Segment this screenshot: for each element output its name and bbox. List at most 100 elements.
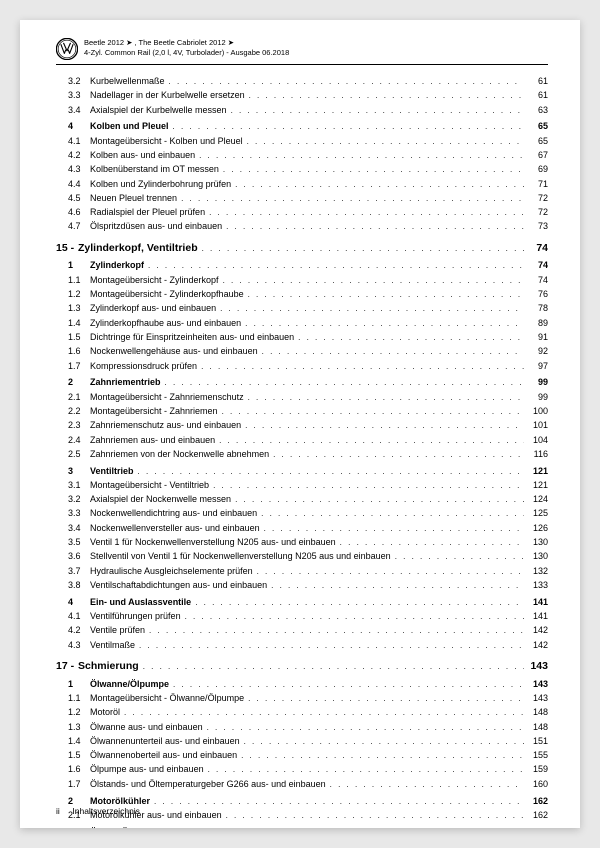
toc-page: 159: [524, 763, 548, 775]
toc-page: 155: [524, 749, 548, 761]
toc-row: 4.6Radialspiel der Pleuel prüfen72: [56, 206, 548, 219]
toc-page: 61: [524, 89, 548, 101]
footer-label: Inhaltsverzeichnis: [72, 806, 140, 816]
toc-title: Montageübersicht - Zylinderkopfhaube: [90, 288, 248, 300]
toc-title: Ventilschaftabdichtungen aus- und einbau…: [90, 579, 271, 591]
toc-number: 1.1: [56, 692, 90, 704]
toc-title: Ölspritzdüsen aus- und einbauen: [90, 220, 226, 232]
toc-row: 2Zahnriementrieb99: [56, 376, 548, 389]
toc-page: 74: [524, 259, 548, 271]
toc-title: Zylinderkopfhaube aus- und einbauen: [90, 317, 245, 329]
toc-number: 4.4: [56, 178, 90, 190]
toc-number: 3: [56, 826, 90, 828]
toc-row: 15 -Zylinderkopf, Ventiltrieb74: [56, 241, 548, 255]
toc-number: 1.4: [56, 735, 90, 747]
header-line-2: 4-Zyl. Common Rail (2,0 l, 4V, Turbolade…: [84, 48, 289, 58]
toc-page: 133: [524, 579, 548, 591]
header-line-1: Beetle 2012 ➤ , The Beetle Cabriolet 201…: [84, 38, 289, 48]
toc-title: Montageübersicht - Ölwanne/Ölpumpe: [90, 692, 248, 704]
toc-title: Kolben und Pleuel: [90, 120, 173, 132]
toc-page: 160: [524, 778, 548, 790]
toc-number: 4.2: [56, 624, 90, 636]
toc-number: 1.6: [56, 763, 90, 775]
toc-page: 130: [524, 536, 548, 548]
toc-title: Kurbelwellenmaße: [90, 75, 169, 87]
toc-title: Axialspiel der Kurbelwelle messen: [90, 104, 231, 116]
toc-row: 3.4Nockenwellenversteller aus- und einba…: [56, 522, 548, 535]
toc-title: Ölpumpe aus- und einbauen: [90, 763, 208, 775]
toc-leader: [248, 393, 524, 404]
toc-row: 1.4Zylinderkopfhaube aus- und einbauen89: [56, 317, 548, 330]
toc-row: 2.1Montageübersicht - Zahnriemenschutz99: [56, 391, 548, 404]
toc-title: Radialspiel der Pleuel prüfen: [90, 206, 209, 218]
vw-logo-icon: [56, 38, 78, 60]
toc-title: Hydraulische Ausgleichselemente prüfen: [90, 565, 257, 577]
toc-row: 1.5Ölwannenoberteil aus- und einbauen155: [56, 749, 548, 762]
toc-row: 1.1Montageübersicht - Zylinderkopf74: [56, 274, 548, 287]
toc-number: 1.7: [56, 778, 90, 790]
toc-number: 1.3: [56, 302, 90, 314]
toc-page: 74: [524, 274, 548, 286]
toc-page: 69: [524, 163, 548, 175]
toc-leader: [223, 276, 524, 287]
toc-page: 143: [524, 692, 548, 704]
toc-number: 1.1: [56, 274, 90, 286]
toc-page: 142: [524, 624, 548, 636]
toc-title: Montageübersicht - Zahnriemen: [90, 405, 222, 417]
toc-leader: [138, 467, 524, 478]
toc-number: 3: [56, 465, 90, 477]
toc-title: Kolbenüberstand im OT messen: [90, 163, 223, 175]
toc-leader: [257, 567, 524, 578]
toc-title: Dichtringe für Einspritzeinheiten aus- u…: [90, 331, 298, 343]
toc-number: 2.2: [56, 405, 90, 417]
toc-title: Kolben und Zylinderbohrung prüfen: [90, 178, 235, 190]
toc-title: Zylinderkopf: [90, 259, 148, 271]
toc-leader: [185, 612, 524, 623]
toc-leader: [213, 481, 524, 492]
toc-row: 1.4Ölwannenunterteil aus- und einbauen15…: [56, 735, 548, 748]
toc-leader: [173, 122, 524, 133]
toc-leader: [148, 261, 524, 272]
toc-row: 4Ein- und Auslassventile141: [56, 596, 548, 609]
toc-title: Nadellager in der Kurbelwelle ersetzen: [90, 89, 249, 101]
toc-row: 1.3Zylinderkopf aus- und einbauen78: [56, 302, 548, 315]
toc-row: 3.2Kurbelwellenmaße61: [56, 75, 548, 88]
toc-title: Nockenwellenversteller aus- und einbauen: [90, 522, 264, 534]
toc-row: 3.1Montageübersicht - Ventiltrieb121: [56, 479, 548, 492]
toc-row: 4Kolben und Pleuel65: [56, 120, 548, 133]
toc-row: 3.4Axialspiel der Kurbelwelle messen63: [56, 104, 548, 117]
toc-page: 132: [524, 565, 548, 577]
page-header: Beetle 2012 ➤ , The Beetle Cabriolet 201…: [56, 38, 548, 65]
toc-row: 3.7Hydraulische Ausgleichselemente prüfe…: [56, 565, 548, 578]
toc-number: 3.3: [56, 507, 90, 519]
toc-leader: [248, 694, 524, 705]
toc-leader: [226, 222, 524, 233]
toc-row: 3Ölfilter/Öldruckschalter163: [56, 826, 548, 828]
toc-leader: [149, 626, 524, 637]
toc-title: Ventil 1 für Nockenwellenverstellung N20…: [90, 536, 340, 548]
toc-title: Schmierung: [78, 659, 143, 673]
toc-number: 3.2: [56, 75, 90, 87]
toc-title: Ölstands- und Öltemperaturgeber G266 aus…: [90, 778, 330, 790]
toc-row: 1Ölwanne/Ölpumpe143: [56, 678, 548, 691]
toc-number: 4.6: [56, 206, 90, 218]
toc-leader: [201, 362, 524, 373]
toc-title: Kompressionsdruck prüfen: [90, 360, 201, 372]
toc-leader: [154, 797, 524, 808]
toc-row: 2.2Montageübersicht - Zahnriemen100: [56, 405, 548, 418]
toc-row: 1.1Montageübersicht - Ölwanne/Ölpumpe 143: [56, 692, 548, 705]
toc-number: 3.4: [56, 522, 90, 534]
toc-row: 4.3Ventilmaße142: [56, 639, 548, 652]
document-page: Beetle 2012 ➤ , The Beetle Cabriolet 201…: [20, 20, 580, 828]
toc-leader: [208, 765, 524, 776]
toc-page: 76: [524, 288, 548, 300]
toc-page: 67: [524, 149, 548, 161]
toc-number: 4.3: [56, 639, 90, 651]
toc-page: 99: [524, 376, 548, 388]
toc-row: 3.3Nadellager in der Kurbelwelle ersetze…: [56, 89, 548, 102]
toc-number: 3.8: [56, 579, 90, 591]
toc-leader: [298, 333, 524, 344]
toc-number: 15 -: [56, 241, 78, 255]
toc-page: 130: [524, 550, 548, 562]
toc-row: 4.3Kolbenüberstand im OT messen69: [56, 163, 548, 176]
